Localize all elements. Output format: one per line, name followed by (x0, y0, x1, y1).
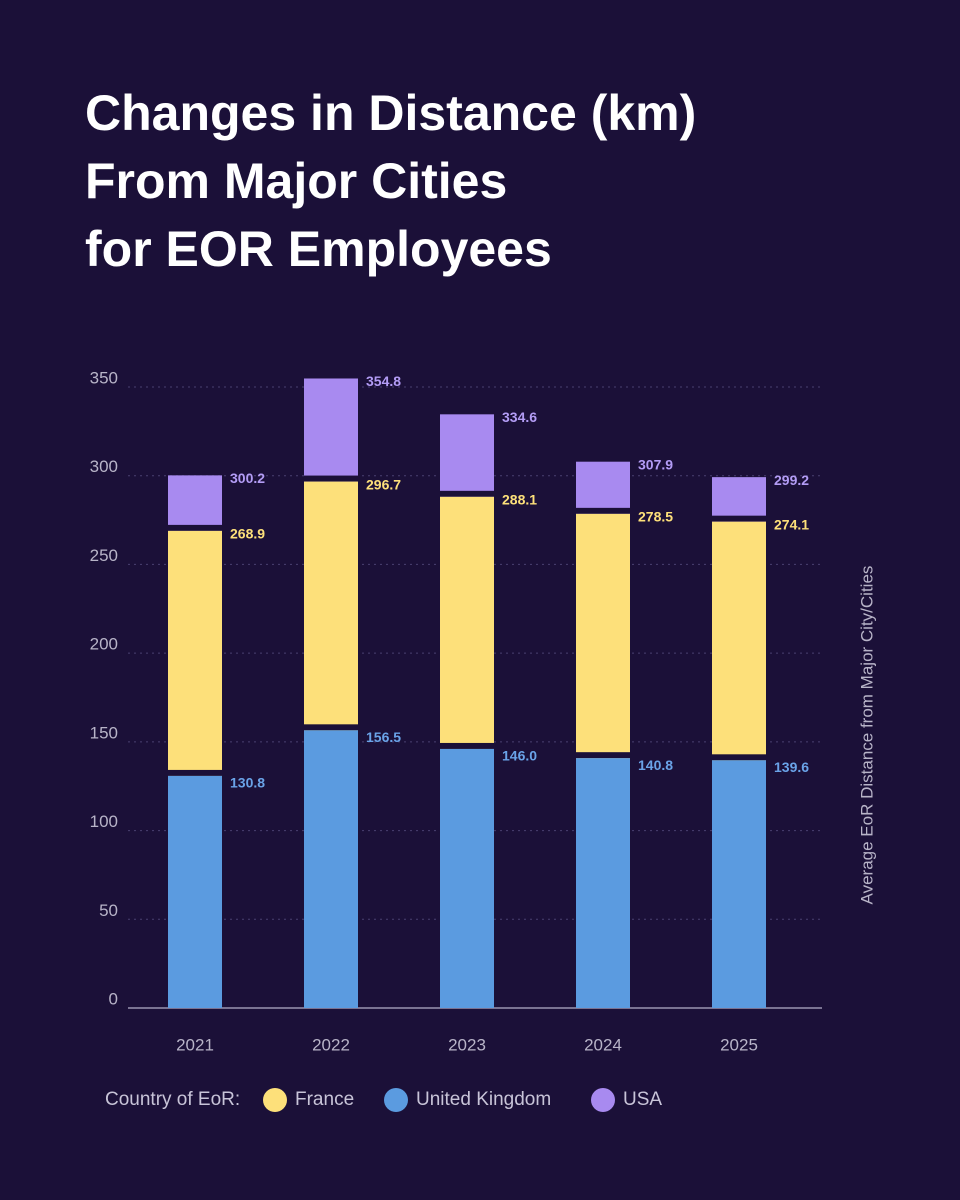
x-tick-label: 2023 (448, 1035, 486, 1054)
bar (168, 775, 222, 1008)
legend-swatch (384, 1088, 408, 1112)
data-label: 288.1 (502, 492, 537, 508)
segment-gap (440, 742, 494, 749)
data-label: 146.0 (502, 748, 537, 764)
y-tick-label: 100 (90, 812, 118, 831)
legend-swatch (591, 1088, 615, 1112)
bar (576, 758, 630, 1008)
data-label: 278.5 (638, 509, 673, 525)
data-label: 299.2 (774, 472, 809, 488)
chart-title: for EOR Employees (85, 221, 552, 277)
segment-gap (712, 515, 766, 522)
data-label: 296.7 (366, 476, 401, 492)
legend-title: Country of EoR: (105, 1089, 240, 1110)
segment-gap (712, 754, 766, 761)
data-label: 130.8 (230, 775, 265, 791)
bar (712, 760, 766, 1008)
y-tick-label: 350 (90, 368, 118, 387)
data-label: 334.6 (502, 409, 537, 425)
segment-gap (304, 475, 358, 482)
data-label: 140.8 (638, 757, 673, 773)
y-tick-label: 0 (109, 989, 118, 1008)
chart-title: Changes in Distance (km) (85, 85, 696, 141)
y-axis-label: Average EoR Distance from Major City/Cit… (857, 566, 876, 905)
data-label: 139.6 (774, 759, 809, 775)
x-tick-label: 2025 (720, 1035, 758, 1054)
data-label: 274.1 (774, 516, 809, 532)
x-tick-label: 2022 (312, 1035, 350, 1054)
legend-label: France (295, 1089, 354, 1110)
bar (304, 730, 358, 1008)
segment-gap (168, 524, 222, 531)
legend-label: USA (623, 1089, 662, 1110)
y-tick-label: 150 (90, 723, 118, 742)
y-tick-label: 50 (99, 901, 118, 920)
y-tick-label: 250 (90, 546, 118, 565)
x-tick-label: 2021 (176, 1035, 214, 1054)
data-label: 307.9 (638, 456, 673, 472)
legend-swatch (263, 1088, 287, 1112)
segment-gap (168, 769, 222, 776)
data-label: 354.8 (366, 373, 401, 389)
data-label: 268.9 (230, 526, 265, 542)
y-tick-label: 300 (90, 457, 118, 476)
data-label: 300.2 (230, 470, 265, 486)
bar (440, 748, 494, 1008)
data-label: 156.5 (366, 729, 401, 745)
segment-gap (576, 507, 630, 514)
chart-title: From Major Cities (85, 153, 507, 209)
x-tick-label: 2024 (584, 1035, 622, 1054)
segment-gap (304, 724, 358, 731)
legend-label: United Kingdom (416, 1089, 551, 1110)
segment-gap (440, 490, 494, 497)
segment-gap (576, 752, 630, 759)
y-tick-label: 200 (90, 635, 118, 654)
